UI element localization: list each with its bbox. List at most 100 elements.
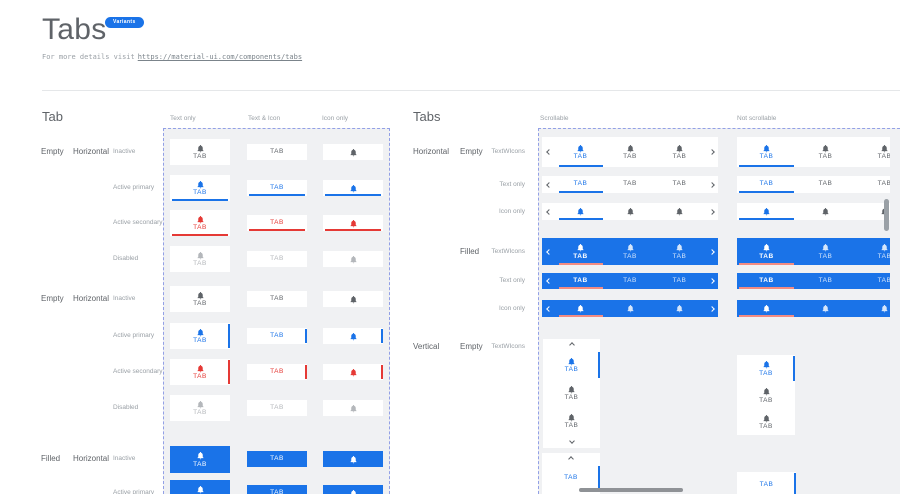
- filled-scrollable-tab-bar[interactable]: [542, 300, 718, 317]
- scrollable-tab-bar[interactable]: TAB TAB TAB: [542, 176, 718, 193]
- tab[interactable]: TAB: [737, 382, 795, 409]
- tab-cell-icon[interactable]: [323, 451, 383, 467]
- tab-cell-icon[interactable]: [323, 291, 383, 307]
- tab[interactable]: [796, 203, 855, 220]
- chevron-left-icon[interactable]: [542, 137, 555, 167]
- fixed-tab-bar[interactable]: TAB TAB TAB: [737, 137, 890, 167]
- tab[interactable]: TAB: [606, 176, 654, 193]
- filled-fixed-tab-bar[interactable]: TAB TAB TAB: [737, 273, 890, 289]
- material-ui-link[interactable]: https://material-ui.com/components/tabs: [137, 53, 303, 61]
- tab-cell-icon[interactable]: [323, 364, 383, 380]
- tab[interactable]: TAB: [855, 176, 890, 193]
- tab-cell-text[interactable]: TAB: [247, 291, 307, 307]
- chevron-right-icon[interactable]: [705, 176, 718, 193]
- tab[interactable]: TAB: [656, 176, 704, 193]
- tab-cell-text[interactable]: TAB: [247, 485, 307, 494]
- vertical-tab-panel[interactable]: TAB TAB TAB: [737, 355, 795, 435]
- tab[interactable]: TAB: [737, 355, 795, 382]
- chevron-right-icon[interactable]: [705, 273, 718, 289]
- tab[interactable]: TAB: [737, 238, 796, 265]
- tab-cell-text[interactable]: TAB: [247, 144, 307, 160]
- tab-cell-icon[interactable]: [323, 144, 383, 160]
- tab[interactable]: TAB: [542, 465, 600, 491]
- vertical-scrollbar-thumb[interactable]: [884, 199, 889, 231]
- tab-cell-icontext[interactable]: TAB: [170, 323, 230, 349]
- tab-cell-text[interactable]: TAB: [247, 215, 307, 231]
- horizontal-scrollbar-thumb[interactable]: [579, 488, 683, 492]
- scrollable-vertical-tab-panel[interactable]: TAB: [542, 453, 600, 494]
- tab-cell-icontext[interactable]: TAB: [170, 286, 230, 312]
- fixed-tab-bar[interactable]: [737, 203, 890, 220]
- chevron-left-icon[interactable]: [542, 203, 555, 220]
- tab[interactable]: TAB: [737, 137, 796, 167]
- scrollable-tab-bar[interactable]: TAB TAB TAB: [542, 137, 718, 167]
- tab[interactable]: [557, 300, 605, 317]
- tab-cell-text[interactable]: TAB: [247, 451, 307, 467]
- tab-cell-icontext[interactable]: TAB: [170, 175, 230, 201]
- tab-cell-text[interactable]: TAB: [247, 400, 307, 416]
- tab[interactable]: TAB: [656, 238, 704, 265]
- tab-cell-icontext[interactable]: TAB: [170, 395, 230, 421]
- tab-cell-text[interactable]: TAB: [247, 364, 307, 380]
- tab[interactable]: TAB: [796, 238, 855, 265]
- tab[interactable]: TAB: [557, 238, 605, 265]
- tab[interactable]: [656, 203, 704, 220]
- scrollable-tab-bar[interactable]: [542, 203, 718, 220]
- tab[interactable]: TAB: [656, 273, 704, 289]
- tab[interactable]: TAB: [737, 472, 796, 494]
- tab[interactable]: TAB: [737, 176, 796, 193]
- chevron-up-icon[interactable]: [542, 453, 600, 465]
- tab-cell-text[interactable]: TAB: [247, 251, 307, 267]
- tab-cell-icon[interactable]: [323, 485, 383, 494]
- tab[interactable]: [656, 300, 704, 317]
- tab[interactable]: [855, 300, 890, 317]
- tab[interactable]: [606, 300, 654, 317]
- fixed-tab-bar[interactable]: TAB TAB TAB: [737, 176, 890, 193]
- chevron-right-icon[interactable]: [705, 203, 718, 220]
- filled-scrollable-tab-bar[interactable]: TAB TAB TAB: [542, 238, 718, 265]
- tab[interactable]: [557, 203, 605, 220]
- chevron-right-icon[interactable]: [705, 238, 718, 265]
- tab[interactable]: TAB: [855, 238, 890, 265]
- tab-cell-icontext[interactable]: TAB: [170, 246, 230, 272]
- tab[interactable]: [606, 203, 654, 220]
- tab-cell-icontext[interactable]: TAB: [170, 359, 230, 385]
- chevron-left-icon[interactable]: [542, 238, 555, 265]
- tab[interactable]: [737, 300, 796, 317]
- tab-cell-icon[interactable]: [323, 400, 383, 416]
- tab-cell-icontext[interactable]: TAB: [170, 480, 230, 494]
- tab-cell-icontext[interactable]: TAB: [170, 210, 230, 236]
- tab-cell-icon[interactable]: [323, 215, 383, 231]
- tab-cell-icon[interactable]: [323, 328, 383, 344]
- tab-cell-icon[interactable]: [323, 251, 383, 267]
- tab[interactable]: TAB: [543, 407, 600, 435]
- chevron-left-icon[interactable]: [542, 176, 555, 193]
- tab[interactable]: TAB: [557, 273, 605, 289]
- chevron-down-icon[interactable]: [543, 435, 600, 447]
- tab[interactable]: TAB: [796, 273, 855, 289]
- chevron-right-icon[interactable]: [705, 137, 718, 167]
- filled-fixed-tab-bar[interactable]: TAB TAB TAB: [737, 238, 890, 265]
- tab[interactable]: TAB: [557, 137, 605, 167]
- tab[interactable]: TAB: [855, 273, 890, 289]
- tab[interactable]: TAB: [543, 351, 600, 379]
- tab-cell-icontext[interactable]: TAB: [170, 446, 230, 473]
- tab-cell-icontext[interactable]: TAB: [170, 139, 230, 165]
- tab[interactable]: TAB: [543, 379, 600, 407]
- tab-cell-text[interactable]: TAB: [247, 180, 307, 196]
- tab[interactable]: TAB: [606, 137, 654, 167]
- tab[interactable]: TAB: [606, 273, 654, 289]
- tab-cell-icon[interactable]: [323, 180, 383, 196]
- tab[interactable]: TAB: [606, 238, 654, 265]
- filled-fixed-tab-bar[interactable]: [737, 300, 890, 317]
- filled-scrollable-tab-bar[interactable]: TAB TAB TAB: [542, 273, 718, 289]
- tab[interactable]: TAB: [855, 137, 890, 167]
- tab[interactable]: TAB: [737, 273, 796, 289]
- chevron-up-icon[interactable]: [543, 339, 600, 351]
- tab[interactable]: TAB: [737, 409, 795, 435]
- chevron-left-icon[interactable]: [542, 300, 555, 317]
- chevron-right-icon[interactable]: [705, 300, 718, 317]
- chevron-left-icon[interactable]: [542, 273, 555, 289]
- tab[interactable]: [796, 300, 855, 317]
- tab[interactable]: TAB: [796, 176, 855, 193]
